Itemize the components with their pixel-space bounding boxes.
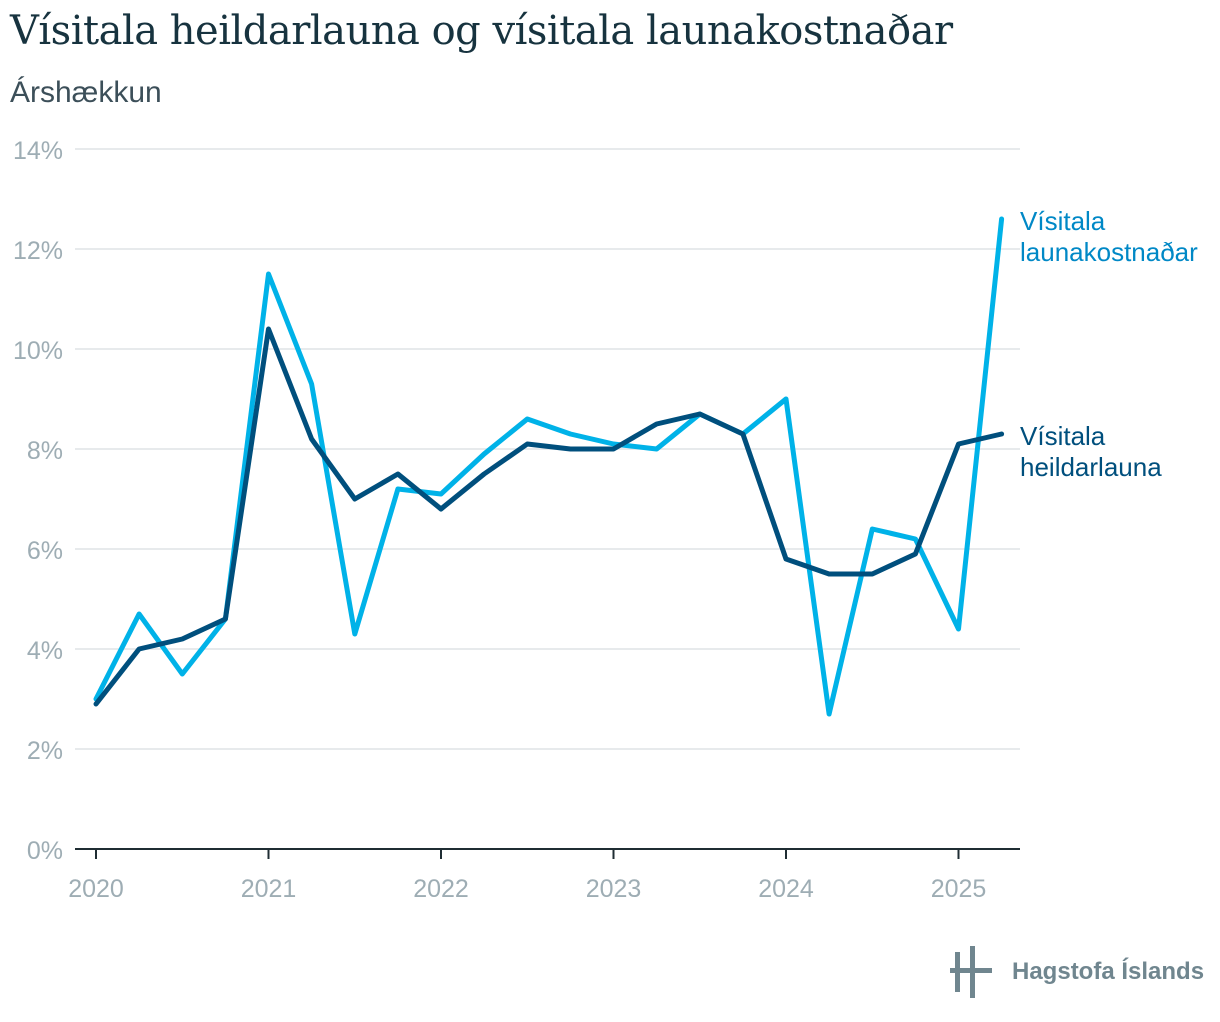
series-label-line: launakostnaðar — [1020, 237, 1198, 267]
hagstofa-logo-icon — [950, 946, 992, 998]
x-tick-label: 2022 — [413, 875, 469, 903]
chart-title: Vísitala heildarlauna og vísitala launak… — [10, 8, 953, 54]
series-label-line: heildarlauna — [1020, 452, 1162, 482]
x-tick-label: 2020 — [68, 875, 124, 903]
series-line-launakostnadar — [93, 216, 1005, 717]
series-label-line: Vísitala — [1020, 421, 1106, 451]
x-tick-label: 2024 — [758, 875, 814, 903]
hagstofa-logo: Hagstofa Íslands — [950, 944, 1210, 1000]
x-tick-label: 2025 — [931, 875, 987, 903]
y-tick-label: 0% — [27, 837, 63, 865]
series-label-heildarlauna: Vísitala heildarlauna — [1020, 421, 1162, 482]
series-line-heildarlauna — [93, 326, 1005, 707]
y-tick-label: 14% — [13, 137, 63, 165]
y-tick-label: 6% — [27, 537, 63, 565]
y-tick-label: 2% — [27, 737, 63, 765]
x-tick-label: 2023 — [586, 875, 642, 903]
y-tick-label: 4% — [27, 637, 63, 665]
y-tick-label: 10% — [13, 337, 63, 365]
x-tick-label: 2021 — [241, 875, 297, 903]
chart-subtitle: Árshækkun — [10, 76, 162, 109]
y-tick-label: 8% — [27, 437, 63, 465]
y-tick-label: 12% — [13, 237, 63, 265]
logo-text: Hagstofa Íslands — [1012, 958, 1205, 985]
series-label-launakostnadar: Vísitala launakostnaðar — [1020, 206, 1198, 267]
series-label-line: Vísitala — [1020, 206, 1106, 236]
